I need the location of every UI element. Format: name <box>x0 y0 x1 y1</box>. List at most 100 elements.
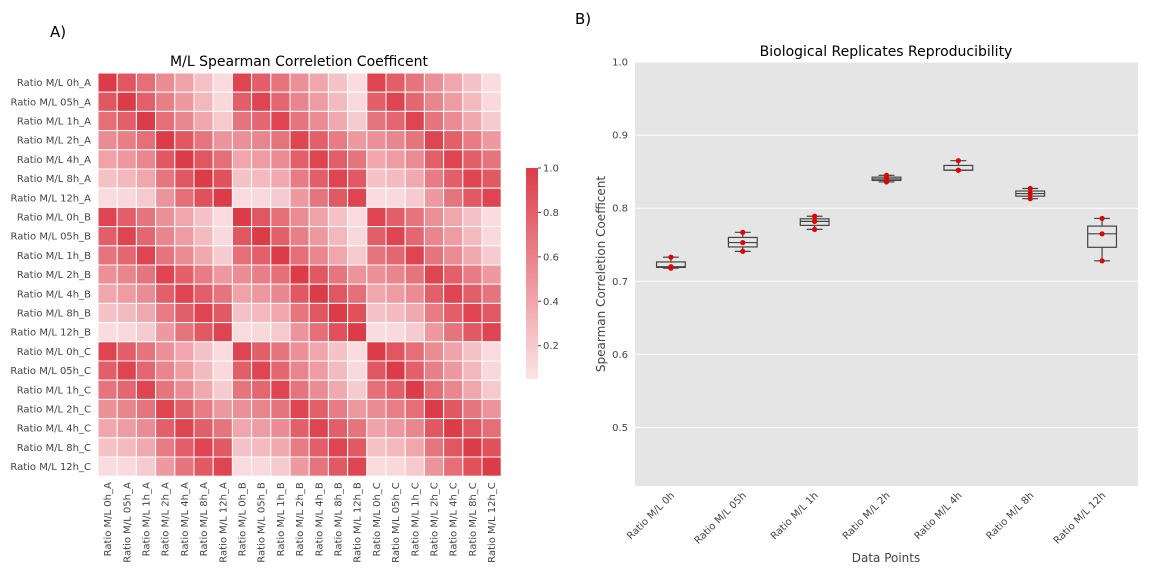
heatmap-cell <box>404 91 425 112</box>
heatmap-cell <box>251 72 272 93</box>
heatmap-cell <box>347 245 368 266</box>
heatmap-cell <box>135 72 157 93</box>
heatmap-cell <box>462 302 483 324</box>
heatmap-cell <box>423 72 445 93</box>
heatmap-cell <box>481 226 502 247</box>
heatmap-cell <box>308 302 329 324</box>
heatmap-cell <box>116 418 137 439</box>
heatmap-cell <box>385 91 406 112</box>
replicate-point <box>812 213 818 219</box>
heatmap-cell <box>135 437 157 458</box>
heatmap-cell <box>193 91 214 112</box>
heatmap-cell <box>231 206 253 228</box>
heatmap-cell <box>385 226 406 247</box>
row-label: Ratio M/L 0h_C <box>17 347 91 358</box>
heatmap-cell <box>308 168 329 189</box>
heatmap-cell <box>366 72 387 93</box>
heatmap-cell <box>270 341 291 362</box>
heatmap-cell <box>174 72 195 93</box>
heatmap-cell <box>174 206 195 228</box>
heatmap-cell <box>443 72 464 93</box>
heatmap-cell <box>327 360 349 381</box>
heatmap-cell <box>366 418 387 439</box>
heatmap-cell <box>423 360 445 381</box>
heatmap-cell <box>404 226 425 247</box>
heatmap-cell <box>289 149 310 170</box>
heatmap-cell <box>135 360 157 381</box>
heatmap-cell <box>97 418 118 439</box>
heatmap-cell <box>193 283 214 304</box>
heatmap-cell <box>289 110 310 132</box>
heatmap-cell <box>423 418 445 439</box>
heatmap-cell <box>212 322 233 343</box>
heatmap-cell <box>174 379 195 400</box>
heatmap-cell <box>270 437 291 458</box>
heatmap-cell <box>327 264 349 285</box>
heatmap-cell <box>385 437 406 458</box>
heatmap-cell <box>193 226 214 247</box>
row-label: Ratio M/L 4h_A <box>17 155 91 166</box>
row-label: Ratio M/L 05h_B <box>10 232 91 243</box>
heatmap-cell <box>347 283 368 304</box>
heatmap-cell <box>251 245 272 266</box>
heatmap-cell <box>443 130 464 151</box>
heatmap-cell <box>116 206 137 228</box>
heatmap-cell <box>135 187 157 208</box>
heatmap-cell <box>116 130 137 151</box>
heatmap-cell <box>270 206 291 228</box>
heatmap-cell <box>212 149 233 170</box>
heatmap-cell <box>404 398 425 420</box>
heatmap-cell <box>97 302 118 324</box>
heatmap-cell <box>385 264 406 285</box>
heatmap-cell <box>270 91 291 112</box>
heatmap-cell <box>116 226 137 247</box>
heatmap-cell <box>270 360 291 381</box>
heatmap-cell <box>174 418 195 439</box>
heatmap-cell <box>155 110 176 132</box>
heatmap-cell <box>308 398 329 420</box>
heatmap-cell <box>327 379 349 400</box>
heatmap-cell <box>155 322 176 343</box>
column-label: Ratio M/L 12h_B <box>353 482 364 563</box>
heatmap-cell <box>212 245 233 266</box>
heatmap-cell <box>423 245 445 266</box>
heatmap-cell <box>231 379 253 400</box>
heatmap-cell <box>443 91 464 112</box>
replicate-point <box>1027 190 1033 197</box>
heatmap-cell <box>308 245 329 266</box>
heatmap-cell <box>135 379 157 400</box>
heatmap-cell <box>270 187 291 208</box>
heatmap-cell <box>481 168 502 189</box>
heatmap-cell <box>289 418 310 439</box>
heatmap-cell <box>404 110 425 132</box>
heatmap-cell <box>212 72 233 93</box>
heatmap-cell <box>174 322 195 343</box>
heatmap-cell <box>289 226 310 247</box>
heatmap-cell <box>174 130 195 151</box>
heatmap-cell <box>385 379 406 400</box>
heatmap-cell <box>135 398 157 420</box>
heatmap-cell <box>135 341 157 362</box>
colorbar-tick-label: 0.8 <box>543 208 559 219</box>
heatmap-cell <box>270 283 291 304</box>
heatmap-cell <box>270 130 291 151</box>
heatmap-cell <box>308 91 329 112</box>
heatmap-cell <box>231 264 253 285</box>
heatmap-cell <box>231 130 253 151</box>
heatmap-cell <box>212 226 233 247</box>
heatmap-cell <box>97 264 118 285</box>
heatmap-cell <box>212 264 233 285</box>
heatmap-cell <box>174 398 195 420</box>
column-label: Ratio M/L 1h_C <box>410 482 421 556</box>
heatmap-cell <box>385 418 406 439</box>
panel-a-label: A) <box>50 23 66 41</box>
replicate-point <box>812 218 818 224</box>
heatmap-cell <box>308 149 329 170</box>
heatmap-cell <box>270 72 291 93</box>
heatmap-cell <box>97 379 118 400</box>
column-label: Ratio M/L 2h_A <box>161 482 172 556</box>
heatmap-cell <box>251 418 272 439</box>
heatmap-cell <box>481 322 502 343</box>
heatmap-cell <box>385 283 406 304</box>
